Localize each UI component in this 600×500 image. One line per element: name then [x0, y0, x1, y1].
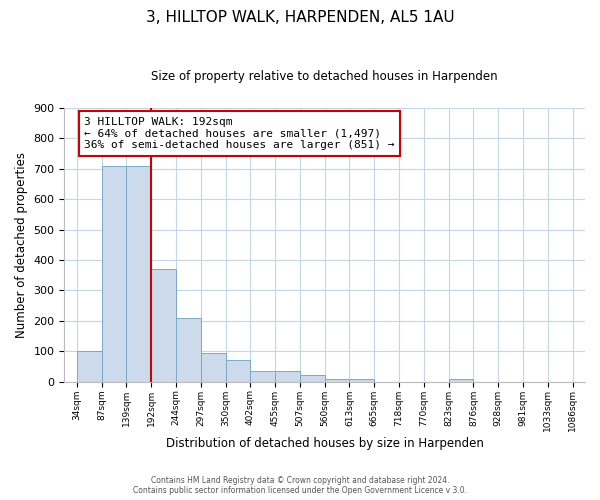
- Title: Size of property relative to detached houses in Harpenden: Size of property relative to detached ho…: [151, 70, 498, 83]
- Bar: [101, 166, 127, 382]
- Bar: [201, 353, 226, 382]
- Y-axis label: Number of detached properties: Number of detached properties: [15, 152, 28, 338]
- Bar: [176, 318, 201, 382]
- Bar: [349, 378, 374, 382]
- Bar: [77, 351, 101, 382]
- X-axis label: Distribution of detached houses by size in Harpenden: Distribution of detached houses by size …: [166, 437, 484, 450]
- Bar: [151, 269, 176, 382]
- Text: 3 HILLTOP WALK: 192sqm
← 64% of detached houses are smaller (1,497)
36% of semi-: 3 HILLTOP WALK: 192sqm ← 64% of detached…: [84, 117, 395, 150]
- Bar: [325, 378, 349, 382]
- Bar: [226, 360, 250, 382]
- Bar: [300, 375, 325, 382]
- Bar: [127, 166, 151, 382]
- Text: Contains HM Land Registry data © Crown copyright and database right 2024.
Contai: Contains HM Land Registry data © Crown c…: [133, 476, 467, 495]
- Text: 3, HILLTOP WALK, HARPENDEN, AL5 1AU: 3, HILLTOP WALK, HARPENDEN, AL5 1AU: [146, 10, 454, 25]
- Bar: [275, 371, 300, 382]
- Bar: [250, 371, 275, 382]
- Bar: [449, 378, 473, 382]
